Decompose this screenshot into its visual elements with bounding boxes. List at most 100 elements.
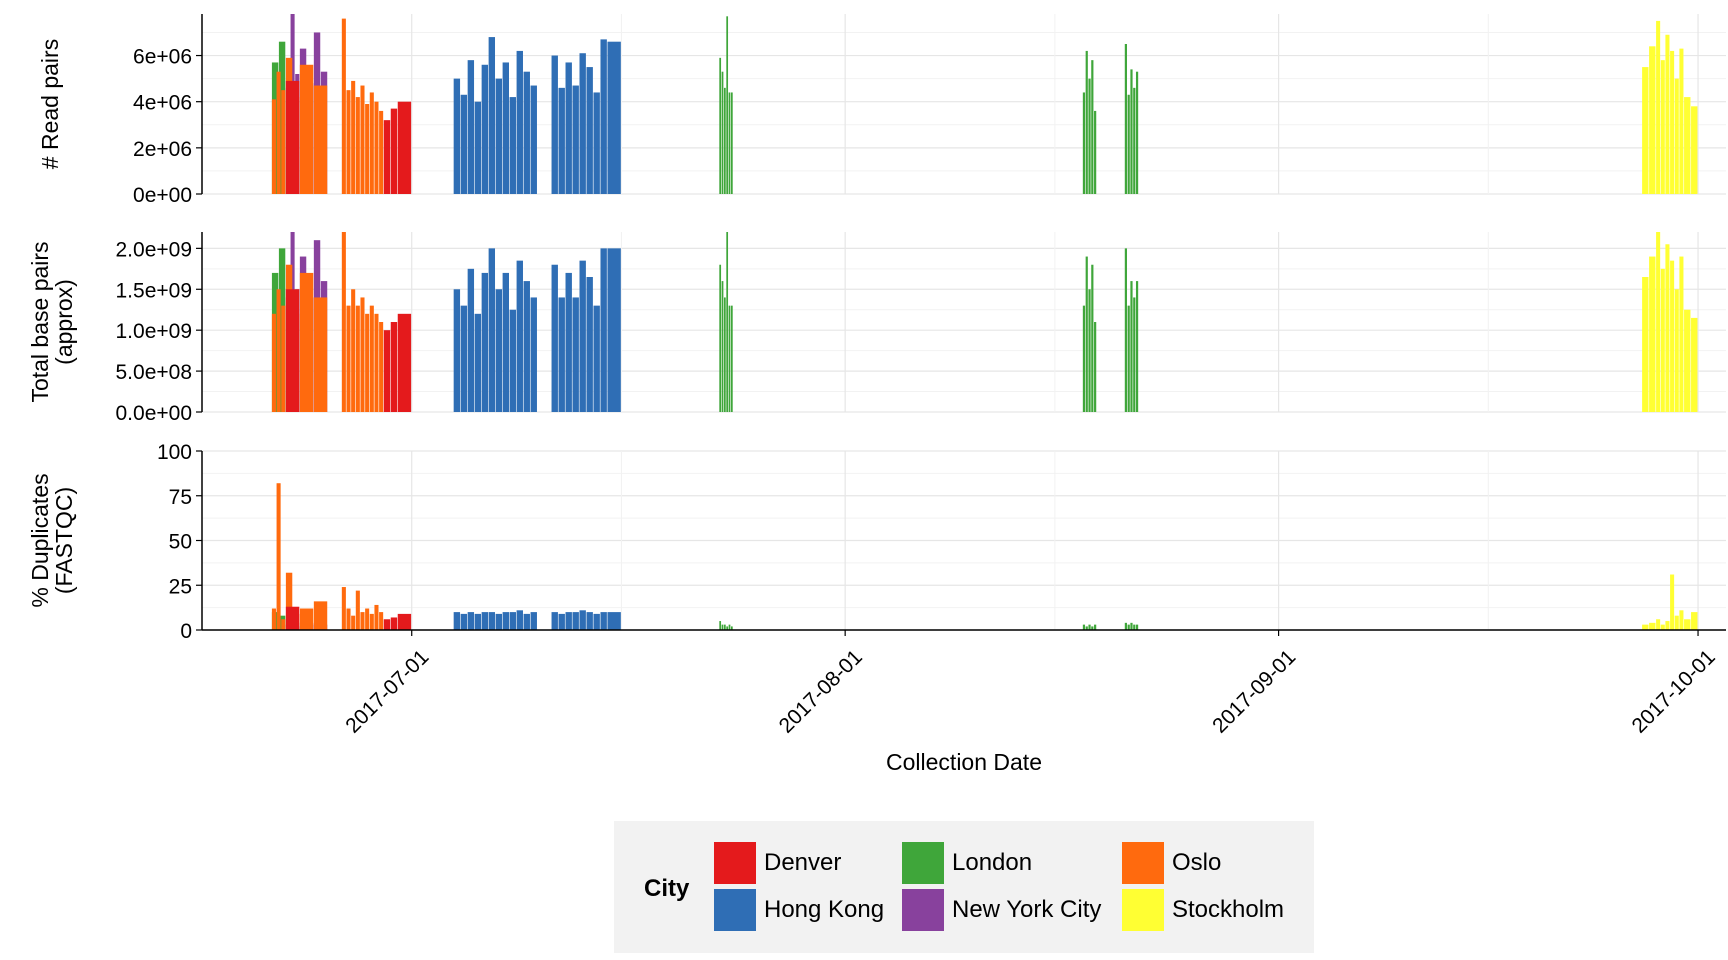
bar-oslo bbox=[313, 297, 328, 412]
bar-stockholm bbox=[1642, 277, 1649, 412]
bar-stockholm bbox=[1679, 256, 1684, 412]
y-tick-label: 25 bbox=[169, 575, 192, 598]
bar-london bbox=[721, 624, 724, 630]
bar-stockholm bbox=[1670, 574, 1675, 630]
bar-oslo bbox=[346, 305, 351, 412]
bar-oslo bbox=[271, 99, 276, 194]
bar-hong-kong bbox=[509, 612, 516, 630]
bar-hong-kong bbox=[467, 612, 475, 630]
bar-london bbox=[1085, 50, 1088, 194]
bar-oslo bbox=[360, 297, 365, 412]
bar-london bbox=[728, 624, 731, 630]
bar-stockholm bbox=[1660, 268, 1665, 412]
bar-stockholm bbox=[1656, 619, 1661, 630]
bar-london bbox=[721, 281, 724, 412]
bar-stockholm bbox=[1684, 619, 1691, 630]
bar-hong-kong bbox=[488, 612, 496, 630]
bar-stockholm bbox=[1642, 67, 1649, 194]
bar-denver bbox=[285, 80, 300, 194]
bar-hong-kong bbox=[551, 264, 558, 412]
bar-london bbox=[1124, 622, 1127, 630]
bar-hong-kong bbox=[565, 62, 572, 195]
y-tick-label: 0e+00 bbox=[133, 184, 192, 207]
bar-hong-kong bbox=[516, 610, 523, 630]
legend-label-denver: Denver bbox=[764, 849, 842, 876]
bar-denver bbox=[397, 613, 412, 630]
bar-hong-kong bbox=[586, 67, 593, 194]
bar-hong-kong bbox=[565, 612, 572, 630]
bar-london bbox=[1094, 322, 1097, 412]
bar-hong-kong bbox=[467, 60, 475, 195]
bar-hong-kong bbox=[607, 248, 621, 412]
bar-oslo bbox=[351, 289, 356, 412]
bar-oslo bbox=[379, 322, 384, 412]
bar-stockholm bbox=[1674, 289, 1679, 412]
bar-stockholm bbox=[1670, 260, 1675, 412]
bar-hong-kong bbox=[530, 297, 537, 412]
bar-oslo bbox=[346, 608, 351, 630]
bar-london bbox=[1082, 92, 1086, 194]
bar-hong-kong bbox=[516, 50, 523, 194]
bar-stockholm bbox=[1691, 106, 1698, 194]
bar-oslo bbox=[379, 110, 384, 194]
x-tick-label: 2017-10-01 bbox=[1628, 645, 1720, 737]
bar-hong-kong bbox=[607, 41, 621, 194]
bar-oslo bbox=[313, 601, 328, 630]
bar-denver bbox=[383, 330, 391, 412]
bar-london bbox=[1135, 71, 1139, 194]
bar-oslo bbox=[276, 483, 281, 630]
bar-denver bbox=[383, 120, 391, 194]
bar-denver bbox=[383, 619, 391, 630]
bar-london bbox=[1088, 624, 1091, 630]
bar-london bbox=[728, 92, 731, 194]
bar-stockholm bbox=[1679, 610, 1684, 630]
legend-key-hong-kong bbox=[714, 889, 756, 931]
bar-stockholm bbox=[1674, 78, 1679, 194]
bar-hong-kong bbox=[572, 297, 579, 412]
bar-hong-kong bbox=[607, 612, 621, 630]
bar-london bbox=[1135, 624, 1139, 630]
bar-stockholm bbox=[1665, 244, 1670, 412]
bar-oslo bbox=[374, 101, 379, 194]
legend-title: City bbox=[644, 875, 690, 902]
bar-hong-kong bbox=[551, 612, 558, 630]
bar-hong-kong bbox=[586, 612, 593, 630]
bar-hong-kong bbox=[453, 289, 461, 412]
bar-oslo bbox=[355, 305, 360, 412]
bar-london bbox=[1094, 110, 1097, 194]
y-tick-label: 50 bbox=[169, 531, 192, 554]
bar-hong-kong bbox=[593, 613, 600, 630]
y-axis-title: % Duplicates(FASTQC) bbox=[27, 473, 77, 607]
legend-key-stockholm bbox=[1122, 889, 1164, 931]
bar-oslo bbox=[360, 85, 365, 194]
bar-london bbox=[1085, 626, 1088, 630]
bar-hong-kong bbox=[453, 612, 461, 630]
bar-hong-kong bbox=[460, 613, 468, 630]
bar-oslo bbox=[374, 313, 379, 412]
bar-london bbox=[1127, 624, 1130, 630]
bar-oslo bbox=[299, 608, 314, 630]
bar-hong-kong bbox=[558, 297, 565, 412]
bar-denver bbox=[390, 617, 398, 630]
bar-oslo bbox=[346, 90, 351, 194]
y-axis-title-line: # Read pairs bbox=[37, 39, 63, 169]
bar-denver bbox=[397, 101, 412, 194]
bar-london bbox=[1133, 297, 1136, 412]
bar-oslo bbox=[281, 90, 286, 194]
bar-hong-kong bbox=[586, 277, 593, 412]
bar-stockholm bbox=[1660, 60, 1665, 195]
bar-hong-kong bbox=[460, 305, 468, 412]
bar-hong-kong bbox=[551, 55, 558, 194]
bar-hong-kong bbox=[460, 94, 468, 194]
bar-hong-kong bbox=[593, 92, 600, 194]
bar-hong-kong bbox=[530, 85, 537, 194]
bar-hong-kong bbox=[572, 612, 579, 630]
bar-stockholm bbox=[1660, 624, 1665, 630]
bar-oslo bbox=[360, 612, 365, 630]
bar-hong-kong bbox=[502, 612, 509, 630]
bar-london bbox=[1124, 44, 1127, 194]
bar-hong-kong bbox=[495, 613, 502, 630]
bar-london bbox=[728, 305, 731, 412]
bar-london bbox=[1082, 305, 1086, 412]
